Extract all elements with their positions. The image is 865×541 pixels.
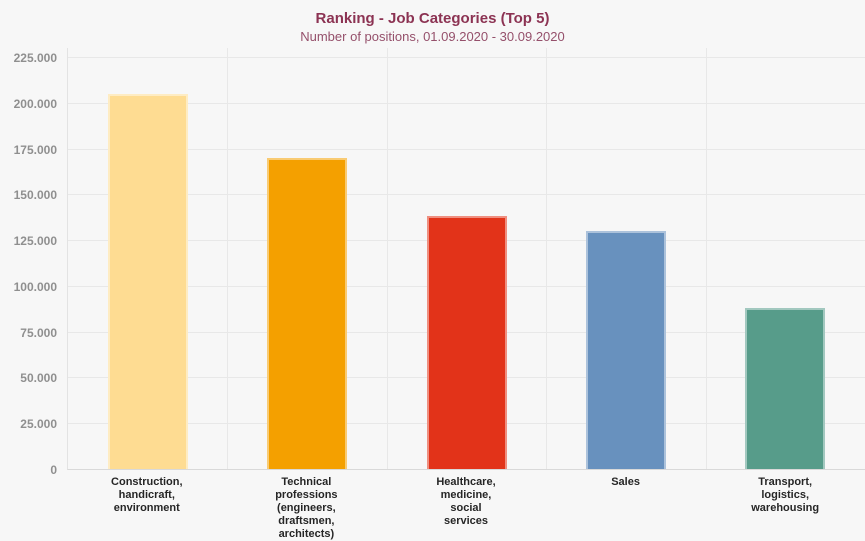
chart-header: Ranking - Job Categories (Top 5) Number …	[0, 9, 865, 45]
gridline-v	[546, 48, 548, 469]
gridline-v	[705, 48, 707, 469]
y-tick-label: 25.000	[20, 417, 57, 432]
y-tick-label: 175.000	[13, 142, 57, 157]
y-tick-label: 50.000	[20, 371, 57, 386]
bar-4[interactable]	[585, 231, 666, 469]
x-cell: Transport, logistics, warehousing	[705, 476, 865, 515]
bar-5[interactable]	[745, 308, 826, 469]
gridline-v	[227, 48, 229, 469]
y-tick-label: 75.000	[20, 325, 57, 340]
gridline-h	[68, 194, 865, 196]
category-label: Healthcare, medicine, social services	[436, 476, 496, 527]
x-cell: Sales	[546, 476, 706, 489]
y-tick-label: 150.000	[13, 188, 57, 203]
y-tick-label: 125.000	[13, 234, 57, 249]
category-label: Technical professions (engineers, drafts…	[275, 476, 338, 540]
plot-area	[67, 48, 865, 470]
gridline-h	[68, 102, 865, 104]
x-axis: Construction, handicraft, environment Tec…	[67, 476, 865, 541]
category-label: Sales	[611, 476, 640, 488]
x-cell: Technical professions (engineers, drafts…	[227, 476, 387, 541]
x-cell: Construction, handicraft, environment	[67, 476, 227, 515]
chart-title: Ranking - Job Categories (Top 5)	[315, 10, 550, 27]
bar-3[interactable]	[426, 216, 507, 469]
y-tick-label: 0	[50, 463, 57, 477]
chart-subtitle: Number of positions, 01.09.2020 - 30.09.…	[300, 29, 565, 44]
gridline-v	[386, 48, 388, 469]
y-tick-label: 225.000	[13, 51, 57, 65]
x-cell: Healthcare, medicine, social services	[386, 476, 546, 528]
bar-1[interactable]	[107, 94, 188, 469]
y-tick-label: 200.000	[13, 96, 57, 111]
gridline-h	[68, 57, 865, 58]
category-label: Transport, logistics, warehousing	[751, 476, 820, 514]
category-label: Construction, handicraft, environment	[111, 476, 183, 514]
gridline-h	[68, 148, 865, 150]
y-axis: 0 25.000 50.000 75.000 100.000 125.000 150.000…	[0, 48, 59, 477]
y-tick-label: 100.000	[13, 279, 57, 294]
bar-2[interactable]	[267, 158, 348, 469]
